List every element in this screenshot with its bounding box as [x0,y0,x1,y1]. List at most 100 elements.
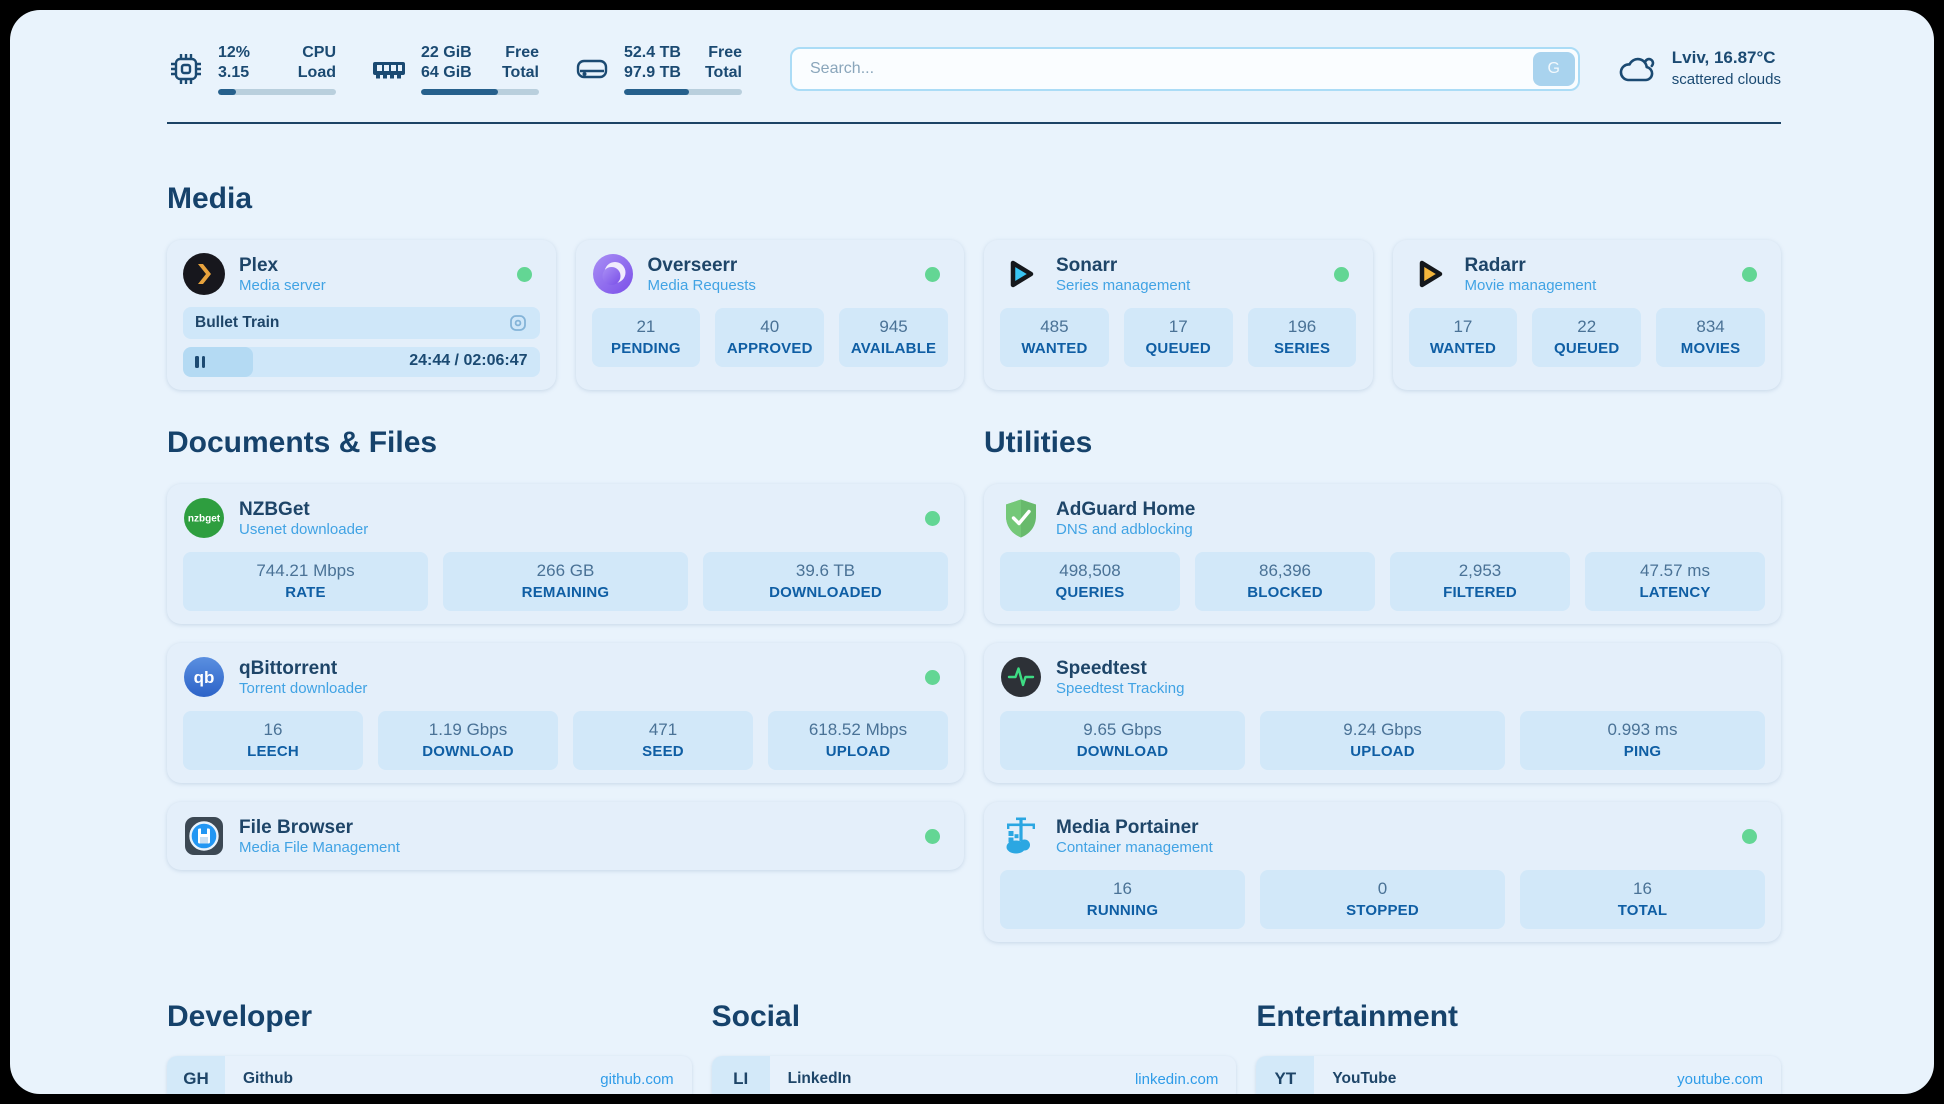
stat-wanted: 485 WANTED [1000,308,1109,367]
sonarr-icon [1010,260,1034,288]
app-title: Radarr [1464,254,1526,276]
plex-playback-progress[interactable]: 24:44 / 02:06:47 [183,347,540,377]
app-subtitle: Torrent downloader [239,680,368,698]
stat-blocked: 86,396 BLOCKED [1195,552,1375,611]
dashboard-page: 12% 3.15 CPU Load [10,10,1934,1094]
stat-approved: 40 APPROVED [715,308,825,367]
app-title: Plex [239,254,279,276]
app-card-sonarr[interactable]: Sonarr Series management 485 WANTED 17 Q… [984,240,1373,390]
media-row: Plex Media server Bullet Train 24:44 / 0… [167,240,1781,390]
link-github[interactable]: GH Github github.com [167,1056,692,1094]
stat-download: 1.19 Gbps DOWNLOAD [378,711,558,770]
app-subtitle: Media Requests [647,277,756,295]
ram-label-bottom: Total [501,64,539,81]
status-dot [1333,266,1349,282]
app-card-nzbget[interactable]: nzbget NZBGet Usenet downloader 744.21 M… [167,484,964,624]
link-abbr: LI [711,1056,770,1094]
app-card-plex[interactable]: Plex Media server Bullet Train 24:44 / 0… [167,240,556,390]
speedtest-icon [1001,657,1041,697]
ram-progress-bar [421,88,539,95]
stat-series: 196 SERIES [1247,308,1357,367]
stat-filtered: 2,953 FILTERED [1390,552,1570,611]
app-title: AdGuard Home [1056,498,1196,520]
search-bar: G [790,47,1580,91]
header-divider [167,122,1781,124]
nzbget-icon: nzbget [184,498,224,538]
stat-queued: 17 QUEUED [1123,308,1233,367]
app-card-overseerr[interactable]: Overseerr Media Requests 21 PENDING 40 A… [575,240,964,390]
app-title: Sonarr [1056,254,1118,276]
link-name: YouTube [1332,1070,1397,1087]
app-subtitle: Usenet downloader [239,521,369,539]
app-title: Media Portainer [1056,816,1199,838]
stat-download: 9.65 Gbps DOWNLOAD [1000,711,1245,770]
stat-upload: 618.52 Mbps UPLOAD [768,711,948,770]
app-title: qBittorrent [239,657,338,679]
now-playing-options-icon[interactable] [508,313,528,333]
stat-stopped: 0 STOPPED [1260,870,1505,929]
developer-section: Developer GH Github github.com SO StackO… [167,1000,692,1094]
weather-location: Lviv, 16.87°C [1671,48,1776,68]
filebrowser-icon [185,817,223,855]
qbittorrent-icon: qb [184,657,224,697]
app-card-qbittorrent[interactable]: qb qBittorrent Torrent downloader 16 LEE… [167,643,964,783]
status-dot [516,266,532,282]
adguard-icon [1006,499,1036,538]
cpu-label-top: CPU [302,44,336,62]
link-youtube[interactable]: YT YouTube youtube.com [1256,1056,1781,1094]
app-subtitle: Container management [1056,839,1213,857]
stat-downloaded: 39.6 TB DOWNLOADED [703,552,948,611]
app-subtitle: Media File Management [239,839,400,857]
top-bar: 12% 3.15 CPU Load [167,40,1781,98]
status-dot [925,828,940,844]
link-abbr: YT [1256,1056,1315,1094]
app-card-speedtest[interactable]: Speedtest Speedtest Tracking 9.65 Gbps D… [984,643,1781,783]
cpu-icon [171,54,201,84]
stat-available: 945 AVAILABLE [839,308,948,367]
app-card-adguard[interactable]: AdGuard Home DNS and adblocking 498,508 … [984,484,1781,624]
status-dot [1742,266,1757,282]
app-subtitle: Movie management [1464,277,1597,295]
search-input[interactable] [790,47,1580,91]
app-card-filebrowser[interactable]: File Browser Media File Management [167,802,964,870]
cloud-icon [1619,57,1655,82]
disk-stat: 52.4 TB 97.9 TB Free Total [573,43,742,95]
link-linkedin[interactable]: LI LinkedIn linkedin.com [711,1056,1237,1094]
section-title-utilities: Utilities [984,426,1093,459]
stat-upload: 9.24 Gbps UPLOAD [1260,711,1505,770]
stat-running: 16 RUNNING [1000,870,1245,929]
stat-rate: 744.21 Mbps RATE [183,552,428,611]
section-title-developer: Developer [167,1000,313,1033]
pause-icon [195,356,205,368]
link-url[interactable]: linkedin.com [1134,1070,1219,1088]
plex-now-playing: Bullet Train [183,307,540,339]
stat-leech: 16 LEECH [183,711,363,770]
stat-ping: 0.993 ms PING [1520,711,1765,770]
weather-condition: scattered clouds [1671,71,1781,89]
ram-total: 64 GiB [421,64,472,81]
search-engine-button[interactable]: G [1532,52,1575,86]
stat-pending: 21 PENDING [591,308,701,367]
app-subtitle: Speedtest Tracking [1056,680,1185,698]
app-card-radarr[interactable]: Radarr Movie management 17 WANTED 22 QUE… [1392,240,1781,390]
app-card-portainer[interactable]: Media Portainer Container management 16 … [984,802,1781,942]
stat-remaining: 266 GB REMAINING [443,552,688,611]
ram-stat: 22 GiB 64 GiB Free Total [370,43,539,95]
stat-latency: 47.57 ms LATENCY [1585,552,1765,611]
app-title: NZBGet [239,498,310,520]
section-title-media: Media [167,182,253,215]
link-name: Github [243,1070,293,1087]
link-url[interactable]: youtube.com [1677,1070,1763,1088]
portainer-icon [1006,817,1035,854]
app-subtitle: DNS and adblocking [1056,521,1193,539]
svg-text:nzbget: nzbget [188,514,221,525]
stat-wanted: 17 WANTED [1408,308,1518,367]
section-title-entertainment: Entertainment [1256,1000,1459,1033]
ram-free: 22 GiB [421,44,472,62]
now-playing-title: Bullet Train [195,314,280,331]
link-url[interactable]: github.com [600,1070,674,1088]
ram-icon [373,62,405,79]
link-abbr: GH [167,1056,225,1094]
disk-icon [576,59,608,79]
entertainment-section: Entertainment YT YouTube youtube.com NF … [1256,1000,1781,1094]
